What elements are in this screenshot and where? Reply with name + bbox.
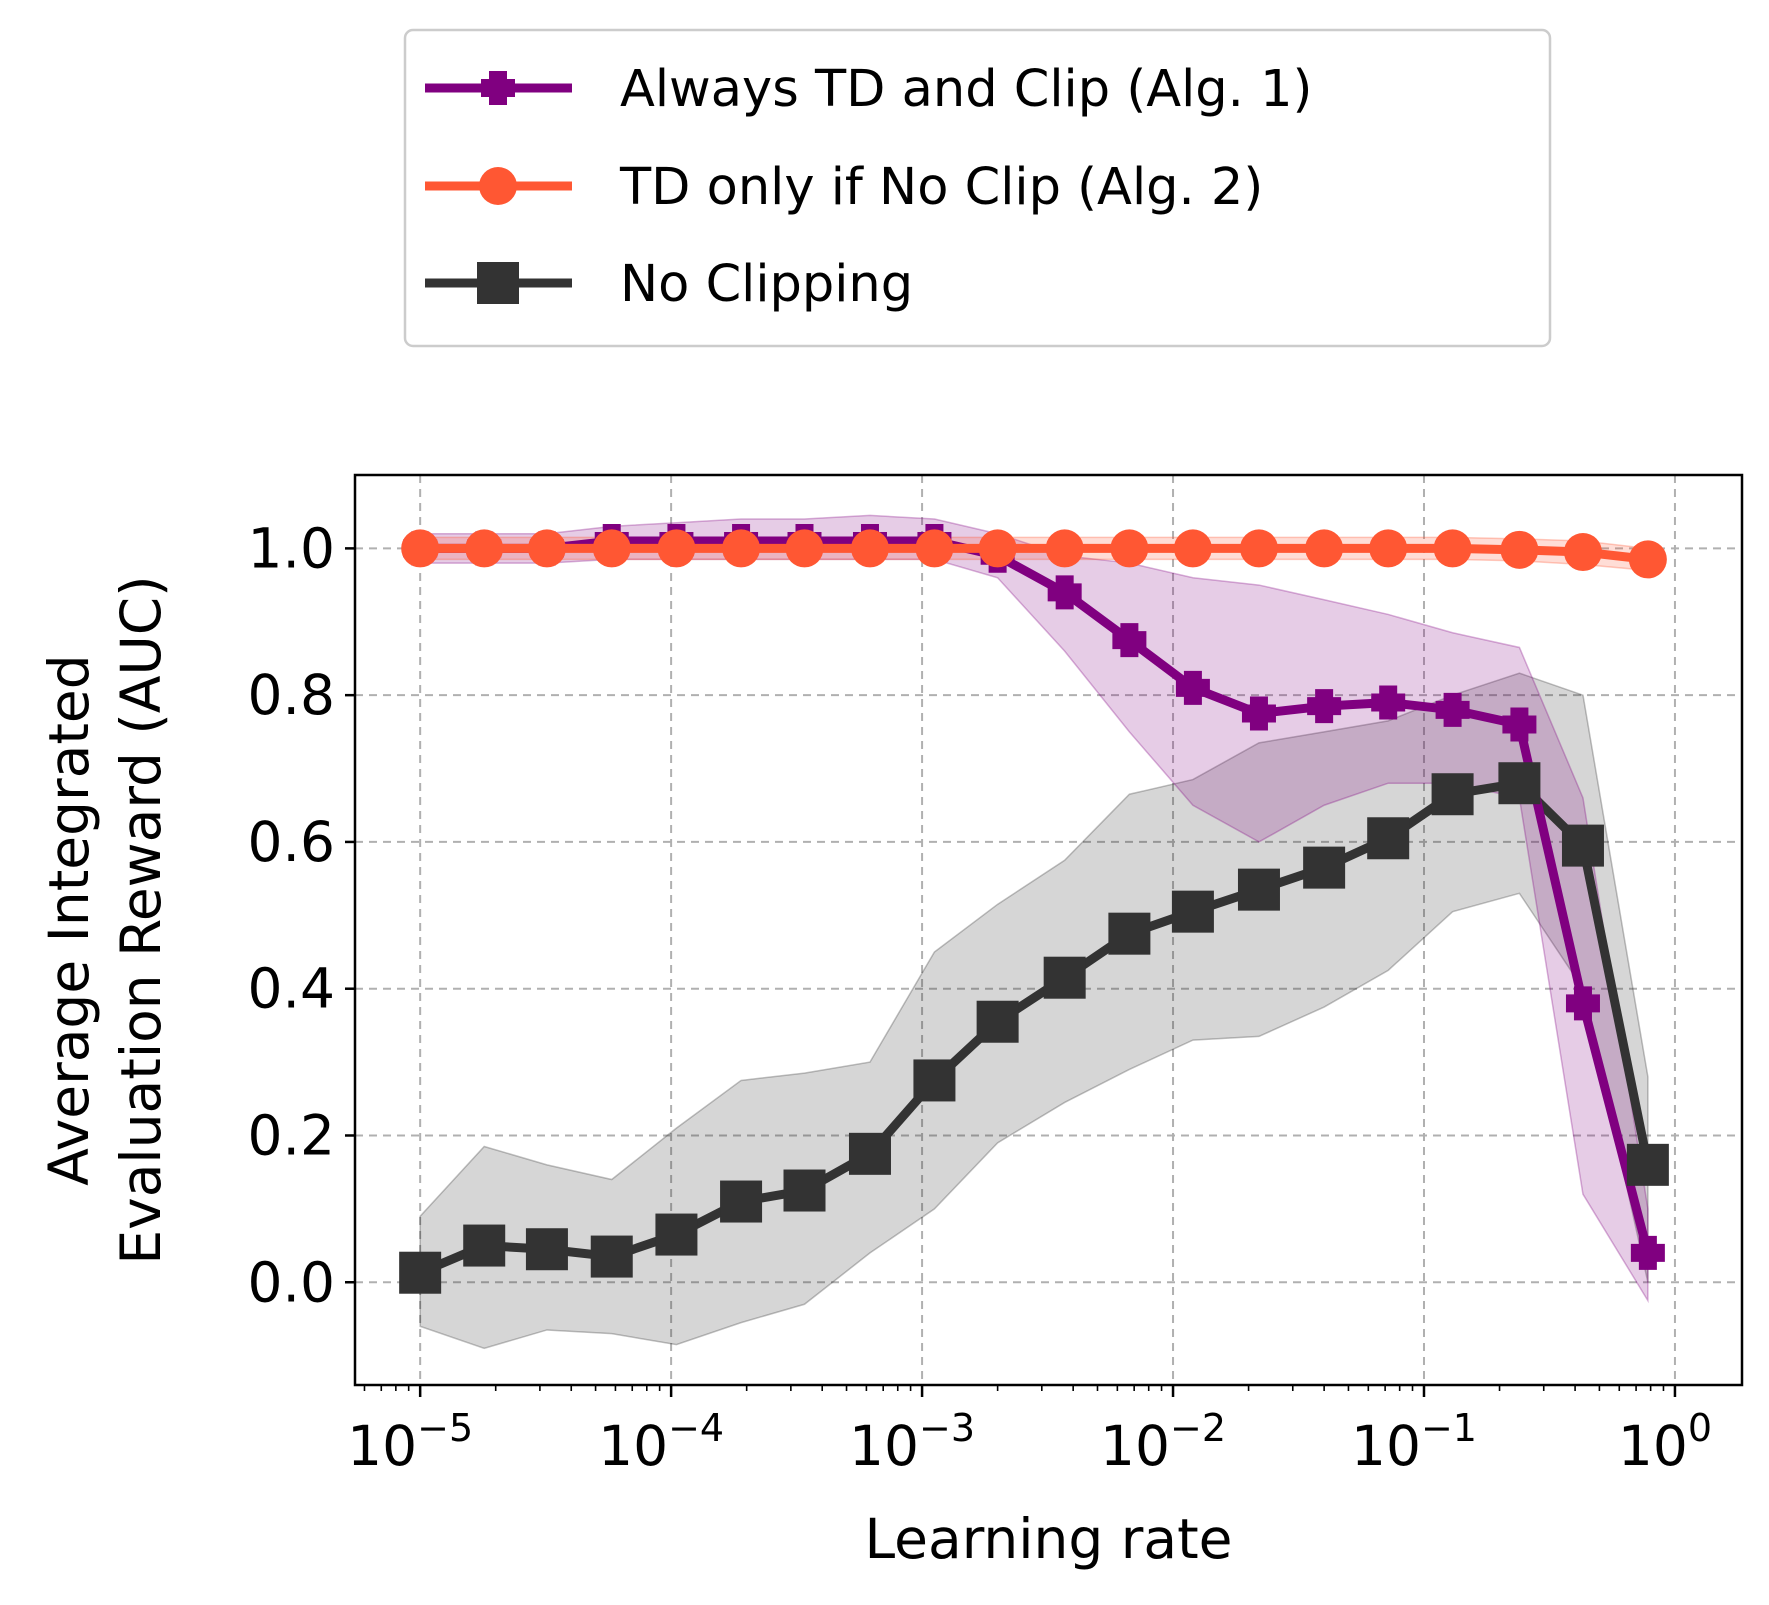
data-point-square — [1561, 824, 1604, 867]
y-axis-label: Average Integrated Evaluation Reward (AU… — [37, 575, 173, 1264]
band-square — [419, 672, 1649, 1350]
data-point-circle — [978, 529, 1017, 568]
x-axis-label: Learning rate — [865, 1507, 1233, 1571]
data-point-plus — [1047, 575, 1082, 610]
plot-frame — [353, 473, 1744, 1387]
y-axis-label-line-2: Evaluation Reward (AUC) — [109, 575, 173, 1264]
x-tick-exponent: −1 — [1421, 1406, 1477, 1450]
data-point-square — [1108, 912, 1151, 955]
x-tick-base: 10 — [1618, 1414, 1688, 1478]
y-tick-label: 0.6 — [248, 810, 335, 874]
data-point-square — [1303, 846, 1346, 889]
x-tick-label: 100 — [1618, 1406, 1712, 1478]
data-point-circle — [1500, 530, 1539, 569]
x-tick-exponent: −2 — [1170, 1406, 1226, 1450]
data-point-circle — [1369, 529, 1408, 568]
data-point-circle — [915, 529, 954, 568]
y-axis-label-line-1: Average Integrated — [37, 654, 101, 1185]
x-tick-base: 10 — [849, 1414, 919, 1478]
data-point-square — [1367, 817, 1410, 860]
data-point-square — [463, 1224, 506, 1267]
data-point-square — [848, 1132, 891, 1175]
confidence-bands — [419, 514, 1649, 1350]
data-point-plus — [1630, 1235, 1665, 1270]
x-tick-exponent: −3 — [919, 1406, 975, 1450]
tick-labels: 0.00.20.40.60.81.010−5 10−4 10−3 10−2 10−1 10… — [248, 516, 1713, 1478]
x-tick-base: 10 — [598, 1414, 668, 1478]
data-point-square — [1498, 762, 1541, 805]
data-point-circle — [1563, 533, 1602, 572]
legend-marker — [479, 167, 517, 205]
x-tick-label: 10−1 — [1351, 1406, 1477, 1478]
x-tick-exponent: −5 — [417, 1406, 473, 1450]
data-point-plus — [1241, 696, 1276, 731]
data-point-circle — [1110, 529, 1149, 568]
axis-ticks — [345, 547, 1677, 1397]
y-tick-label: 0.8 — [248, 663, 335, 727]
data-point-square — [399, 1251, 442, 1294]
x-tick-label: 10−5 — [347, 1406, 473, 1478]
data-point-circle — [722, 529, 761, 568]
data-point-plus — [1565, 986, 1600, 1021]
x-tick-label: 10−2 — [1100, 1406, 1226, 1478]
data-point-circle — [1628, 540, 1667, 579]
legend-box — [403, 28, 1552, 348]
y-tick-label: 1.0 — [248, 516, 335, 580]
series-markers — [399, 524, 1669, 1294]
legend-item: No Clipping — [425, 255, 913, 314]
data-point-square — [783, 1169, 826, 1212]
x-tick-exponent: 0 — [1688, 1406, 1712, 1450]
data-point-circle — [1433, 529, 1472, 568]
x-tick-exponent: −4 — [668, 1406, 724, 1450]
data-point-plus — [1175, 670, 1210, 705]
data-point-square — [720, 1180, 763, 1223]
x-tick-base: 10 — [1351, 1414, 1421, 1478]
data-point-square — [655, 1213, 698, 1256]
data-point-square — [1043, 956, 1086, 999]
data-point-plus — [1307, 689, 1342, 724]
x-tick-label: 10−3 — [849, 1406, 975, 1478]
data-point-circle — [850, 529, 889, 568]
x-tick-label: 10−4 — [598, 1406, 724, 1478]
x-tick-base: 10 — [347, 1414, 417, 1478]
legend-label: Always TD and Clip (Alg. 1) — [620, 60, 1312, 119]
legend: Always TD and Clip (Alg. 1) TD only if No… — [403, 28, 1552, 348]
data-point-circle — [592, 529, 631, 568]
data-point-square — [590, 1235, 633, 1278]
legend-marker — [477, 262, 519, 304]
legend-marker — [481, 71, 515, 105]
data-point-square — [1237, 868, 1280, 911]
legend-item: Always TD and Clip (Alg. 1) — [425, 60, 1312, 119]
data-point-square — [913, 1059, 956, 1102]
data-point-circle — [785, 529, 824, 568]
y-tick-label: 0.2 — [248, 1103, 335, 1167]
x-tick-base: 10 — [1100, 1414, 1170, 1478]
data-point-square — [1626, 1143, 1669, 1186]
data-point-circle — [1239, 529, 1278, 568]
data-point-plus — [1371, 685, 1406, 720]
data-point-circle — [1045, 529, 1084, 568]
data-point-square — [1431, 773, 1474, 816]
data-point-circle — [465, 529, 504, 568]
data-point-square — [1171, 890, 1214, 933]
legend-item: TD only if No Clip (Alg. 2) — [425, 158, 1263, 217]
data-point-square — [525, 1228, 568, 1271]
data-point-circle — [1305, 529, 1344, 568]
y-tick-label: 0.0 — [248, 1250, 335, 1314]
data-point-plus — [1502, 707, 1537, 742]
data-point-plus — [1112, 623, 1147, 658]
legend-label: No Clipping — [620, 255, 913, 314]
data-point-circle — [1173, 529, 1212, 568]
legend-label: TD only if No Clip (Alg. 2) — [619, 158, 1263, 217]
y-tick-label: 0.4 — [248, 957, 335, 1021]
data-point-square — [976, 1000, 1019, 1043]
data-point-circle — [527, 529, 566, 568]
data-point-circle — [401, 529, 440, 568]
data-point-circle — [657, 529, 696, 568]
data-point-plus — [1435, 692, 1470, 727]
